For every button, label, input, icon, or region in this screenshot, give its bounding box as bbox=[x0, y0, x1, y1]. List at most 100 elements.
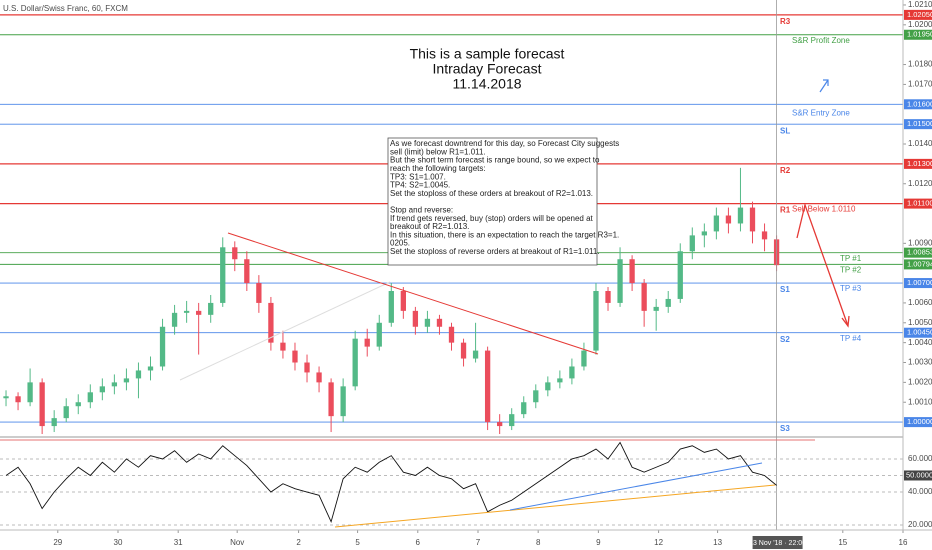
level-label-box bbox=[904, 99, 932, 110]
y-tick-label: 1.01700 bbox=[908, 80, 932, 89]
level-note: TP #4 bbox=[840, 334, 862, 343]
rsi-trendline bbox=[334, 484, 776, 528]
chart-title: 11.14.2018 bbox=[452, 76, 521, 92]
candle-body bbox=[87, 392, 93, 403]
candle-body bbox=[15, 396, 21, 403]
candle-body bbox=[159, 326, 166, 367]
candle-body bbox=[75, 402, 81, 407]
level-label-box bbox=[904, 247, 932, 258]
candle-body bbox=[581, 350, 587, 367]
x-tick-label: 2 bbox=[296, 538, 301, 547]
forecast-arrowhead bbox=[841, 315, 850, 328]
level-note: TP #1 bbox=[840, 254, 862, 263]
candle-body bbox=[472, 350, 479, 359]
note-line: TP3: S1=1.007. bbox=[390, 172, 446, 181]
candle-body bbox=[147, 366, 154, 371]
x-tick-label: 7 bbox=[476, 538, 481, 547]
y-tick-label: 1.00100 bbox=[908, 397, 932, 406]
cursor-label: 13 Nov '18 · 22:00 bbox=[749, 540, 806, 547]
rsi-tick-label: 60.0000 bbox=[908, 454, 932, 463]
candle-body bbox=[521, 402, 527, 415]
y-tick-label: 1.02000 bbox=[908, 20, 932, 29]
candle-body bbox=[448, 326, 455, 343]
note-line: 0205. bbox=[390, 239, 410, 248]
candle-body bbox=[376, 322, 382, 347]
y-tick-label: 1.00200 bbox=[908, 377, 932, 386]
candle-body bbox=[617, 259, 623, 303]
symbol-label: U.S. Dollar/Swiss Franc, 60, FXCM bbox=[3, 4, 128, 13]
x-tick-label: 5 bbox=[355, 538, 360, 547]
overlay: 1.02050 R3 1.01950 S&R Profit Zone 1.01600 S&… bbox=[390, 10, 932, 549]
level-label-box bbox=[904, 198, 932, 209]
x-tick-label: 9 bbox=[596, 538, 601, 547]
level-note: S&R Profit Zone bbox=[792, 36, 850, 45]
x-tick-label: 6 bbox=[416, 538, 421, 547]
level-label: 1.01300 bbox=[907, 159, 932, 168]
y-tick-label: 1.00300 bbox=[908, 358, 932, 367]
candle-body bbox=[183, 310, 190, 313]
level-tag: SL bbox=[780, 126, 790, 135]
candle-body bbox=[208, 302, 214, 315]
note-line: reach the following targets: bbox=[390, 164, 486, 173]
note-line: TP4: S2=1.0045. bbox=[390, 181, 450, 190]
level-tag: R1 bbox=[780, 206, 791, 215]
candle-body bbox=[256, 283, 262, 303]
candle-body bbox=[171, 312, 178, 327]
rsi-last-box bbox=[904, 470, 932, 481]
level-label: 1.02050 bbox=[907, 10, 932, 19]
candle-body bbox=[545, 382, 551, 391]
candle-body bbox=[641, 283, 647, 311]
rsi-tick-label: 40.0000 bbox=[908, 487, 932, 496]
x-tick-label: 12 bbox=[654, 538, 663, 547]
chart-title: Intraday Forecast bbox=[433, 61, 542, 77]
y-tick-label: 1.00500 bbox=[908, 318, 932, 327]
candle-body bbox=[364, 338, 370, 347]
x-tick-label: 15 bbox=[838, 538, 847, 547]
candle-body bbox=[196, 310, 202, 315]
level-label: 1.00700 bbox=[907, 278, 932, 287]
candle-body bbox=[497, 422, 503, 427]
candle-body bbox=[725, 215, 732, 224]
candle-body bbox=[220, 247, 226, 303]
candle-body bbox=[653, 306, 659, 311]
candle-body bbox=[701, 231, 707, 236]
x-tick-label: 30 bbox=[114, 538, 123, 547]
level-note: S&R Entry Zone bbox=[792, 108, 850, 117]
level-tag: R3 bbox=[780, 17, 791, 26]
note-line: sell (limit) below R1=1.011. bbox=[390, 147, 486, 156]
candle-body bbox=[713, 215, 720, 232]
y-tick-label: 1.00400 bbox=[908, 338, 932, 347]
candle-body bbox=[292, 350, 298, 363]
x-tick-label: 16 bbox=[899, 538, 908, 547]
candle-body bbox=[63, 406, 69, 419]
x-tick-label: 13 bbox=[713, 538, 722, 547]
candle-body bbox=[27, 382, 33, 403]
level-label: 1.00450 bbox=[907, 328, 932, 337]
x-tick-label: Nov bbox=[230, 538, 244, 547]
y-tick-label: 1.02100 bbox=[908, 0, 932, 9]
y-tick-label: 1.01400 bbox=[908, 139, 932, 148]
candle-body bbox=[533, 390, 539, 403]
candle-body bbox=[761, 231, 768, 240]
candle-body bbox=[484, 350, 491, 423]
candle-body bbox=[352, 338, 358, 387]
candle-body bbox=[99, 386, 105, 393]
note-line: breakout of R2=1.013. bbox=[390, 222, 469, 231]
candle-body bbox=[3, 396, 9, 399]
candle-body bbox=[605, 291, 611, 303]
candle-body bbox=[412, 310, 419, 327]
y-tick-label: 1.00600 bbox=[908, 298, 932, 307]
level-label-box bbox=[904, 119, 932, 130]
level-label-box bbox=[904, 327, 932, 338]
rsi-last-label: 50.0000 bbox=[906, 470, 932, 479]
level-tag: S3 bbox=[780, 424, 790, 433]
note-line: But the short term forecast is range bou… bbox=[390, 156, 600, 165]
candle-body bbox=[388, 291, 394, 323]
level-label-box bbox=[904, 29, 932, 40]
candle-body bbox=[424, 318, 431, 327]
y-tick-label: 1.01200 bbox=[908, 179, 932, 188]
